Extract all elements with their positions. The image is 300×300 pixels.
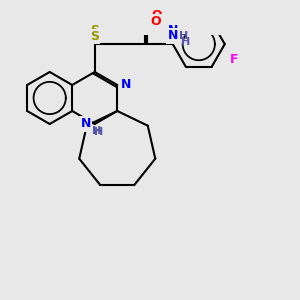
Text: O: O — [151, 9, 162, 22]
Text: H: H — [181, 37, 190, 47]
Text: N: N — [168, 24, 178, 37]
Text: N: N — [121, 79, 131, 92]
Text: H: H — [92, 126, 101, 136]
Text: N: N — [168, 29, 178, 42]
Text: S: S — [90, 24, 99, 38]
Text: S: S — [90, 30, 99, 43]
Text: H: H — [178, 31, 188, 41]
Text: N: N — [81, 118, 91, 130]
Text: H: H — [94, 127, 103, 137]
Text: N: N — [122, 79, 132, 92]
Text: N: N — [80, 118, 90, 130]
Text: F: F — [230, 53, 238, 66]
Text: O: O — [151, 15, 161, 28]
